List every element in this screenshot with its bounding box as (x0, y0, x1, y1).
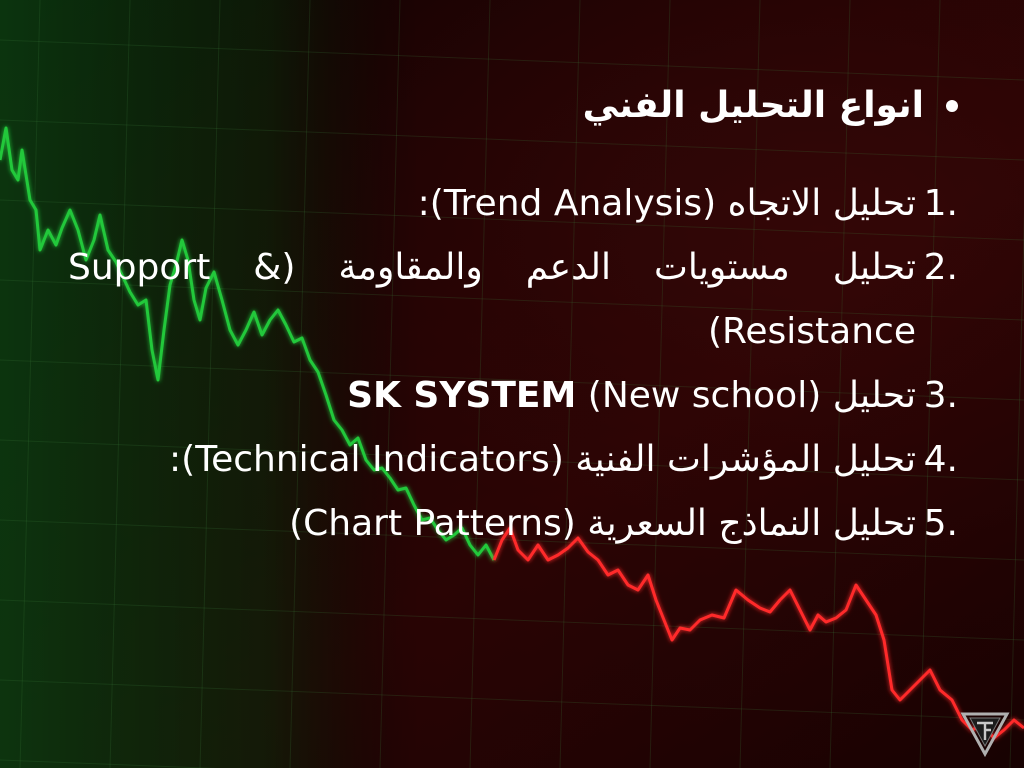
item-number: 4. (923, 439, 958, 480)
item-text: تحليل SK SYSTEM (New school) (68, 364, 916, 428)
item-text: تحليل النماذج السعرية (Chart Patterns) (289, 503, 916, 544)
list-item: 4. تحليل المؤشرات الفنية (Technical Indi… (68, 428, 958, 492)
bullet-icon (946, 100, 958, 112)
triangle-tf-logo-icon (960, 712, 1010, 758)
item-text-suffix: (New school) (576, 375, 822, 416)
downtrend-line (492, 526, 1024, 740)
list-item: 1. تحليل الاتجاه (Trend Analysis): (68, 172, 958, 236)
slide-content: انواع التحليل الفني 1. تحليل الاتجاه (Tr… (68, 80, 958, 556)
list-item: 3. تحليل SK SYSTEM (New school) (68, 364, 958, 428)
item-text: تحليل الاتجاه (Trend Analysis): (417, 183, 916, 224)
item-number: 5. (923, 503, 958, 544)
item-text: تحليل مستويات الدعم والمقاومة (Support &… (68, 247, 917, 352)
item-text-prefix: تحليل (821, 375, 916, 416)
analysis-types-list: 1. تحليل الاتجاه (Trend Analysis): 2. تح… (68, 172, 958, 556)
item-text-bold: SK SYSTEM (347, 375, 577, 416)
item-number: 2. (923, 247, 958, 288)
list-item: 2. تحليل مستويات الدعم والمقاومة (Suppor… (68, 236, 958, 364)
item-text: تحليل المؤشرات الفنية (Technical Indicat… (169, 439, 916, 480)
list-item: 5. تحليل النماذج السعرية (Chart Patterns… (68, 492, 958, 556)
heading-text: انواع التحليل الفني (582, 85, 924, 126)
item-number: 1. (923, 183, 958, 224)
slide-heading: انواع التحليل الفني (68, 80, 958, 132)
uptrend-line (0, 126, 496, 561)
item-number: 3. (923, 375, 958, 416)
